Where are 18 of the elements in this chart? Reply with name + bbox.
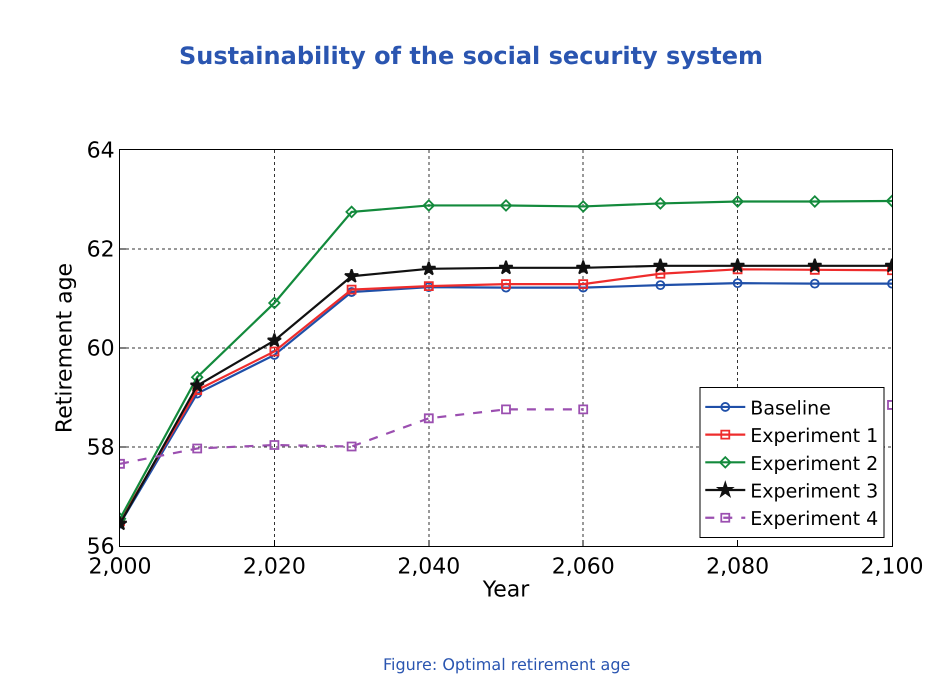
y-tick-label: 60 [86,336,115,362]
x-tick-label: 2,020 [242,554,306,580]
y-tick-label: 64 [86,138,115,164]
legend-label: Experiment 4 [750,508,878,530]
y-axis-title: Retirement age [52,262,78,434]
legend-label: Experiment 3 [750,480,878,502]
x-tick-label: 2,080 [706,554,770,580]
legend-label: Experiment 2 [750,452,878,475]
x-axis-title: Year [482,577,530,602]
x-tick-label: 2,060 [552,554,615,580]
y-tick-label: 58 [86,436,115,461]
legend-label: Experiment 1 [750,425,878,448]
x-tick-label: 2,100 [860,554,924,580]
legend-label: Baseline [750,397,831,420]
chart-title: Sustainability of the social security system [178,42,764,70]
text: Figure: Optimal retirement age [383,655,630,674]
x-tick-label: 2,040 [397,554,460,580]
y-tick-label: 62 [86,238,115,263]
